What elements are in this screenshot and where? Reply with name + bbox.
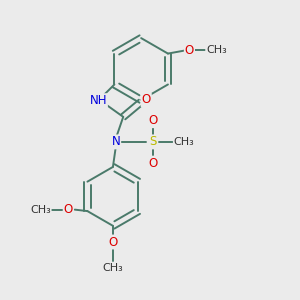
Text: O: O bbox=[108, 236, 118, 248]
Text: S: S bbox=[149, 135, 156, 148]
Text: CH₃: CH₃ bbox=[206, 45, 227, 55]
Text: NH: NH bbox=[89, 94, 107, 107]
Text: N: N bbox=[112, 135, 120, 148]
Text: O: O bbox=[148, 114, 157, 127]
Text: O: O bbox=[142, 93, 151, 106]
Text: CH₃: CH₃ bbox=[174, 137, 195, 147]
Text: O: O bbox=[185, 44, 194, 56]
Text: CH₃: CH₃ bbox=[30, 205, 51, 214]
Text: CH₃: CH₃ bbox=[103, 263, 123, 273]
Text: O: O bbox=[148, 157, 157, 169]
Text: O: O bbox=[64, 203, 73, 216]
